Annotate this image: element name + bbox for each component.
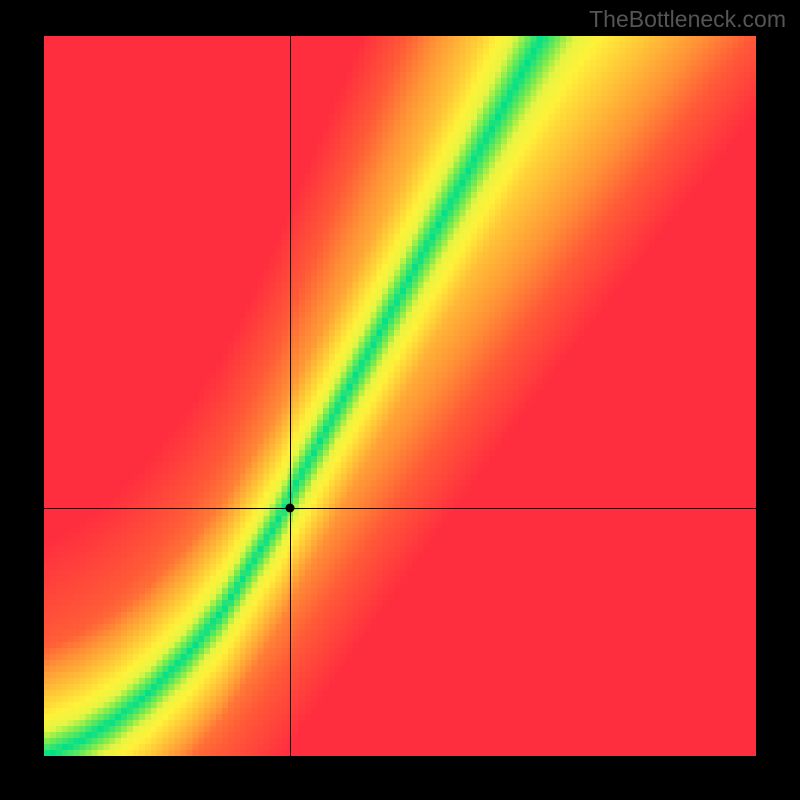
crosshair-horizontal [44,508,756,509]
crosshair-vertical [290,36,291,756]
watermark-text: TheBottleneck.com [589,6,786,33]
heatmap-canvas [44,36,756,756]
heatmap-plot [44,36,756,756]
crosshair-marker [285,503,294,512]
